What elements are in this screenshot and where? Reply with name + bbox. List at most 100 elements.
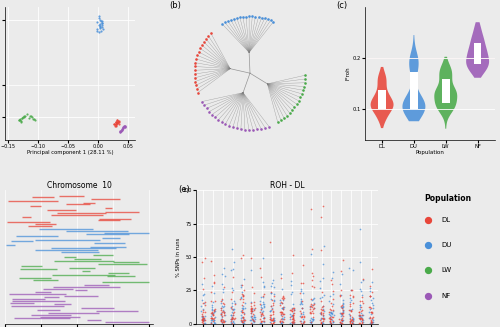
Point	[288, 313, 296, 318]
Point	[118, 127, 126, 132]
Point	[249, 318, 257, 323]
Point	[239, 293, 247, 298]
Point	[356, 302, 364, 307]
Point	[280, 304, 288, 310]
Point	[329, 314, 337, 319]
Point	[250, 315, 258, 320]
Point	[254, 14, 262, 20]
Title: ROH - DL: ROH - DL	[270, 181, 304, 190]
Point	[268, 316, 276, 321]
Point	[266, 290, 274, 295]
Point	[192, 83, 200, 88]
Point	[269, 317, 277, 322]
Point	[210, 320, 218, 326]
Point	[257, 306, 265, 312]
Point	[326, 313, 334, 318]
Point	[230, 316, 238, 321]
Point	[368, 290, 376, 295]
Point	[270, 317, 278, 322]
Point	[286, 308, 294, 313]
Point	[278, 293, 286, 299]
Point	[278, 320, 285, 325]
Point	[358, 307, 366, 312]
Point	[208, 316, 216, 321]
Point	[358, 316, 366, 321]
Point	[368, 319, 376, 324]
Point	[329, 309, 337, 314]
Point	[266, 314, 274, 319]
Point	[238, 314, 246, 319]
Point	[279, 306, 287, 312]
Point	[328, 318, 336, 323]
Point	[217, 311, 225, 316]
Point	[228, 290, 235, 295]
Point	[201, 313, 209, 318]
Point	[237, 295, 245, 300]
Point	[320, 244, 328, 249]
Point	[316, 278, 324, 284]
Point	[217, 300, 225, 305]
Point	[209, 299, 217, 304]
Point	[328, 307, 336, 313]
Point	[238, 310, 246, 315]
Point	[288, 282, 296, 287]
Point	[238, 308, 246, 313]
Point	[218, 315, 226, 320]
Point	[298, 280, 306, 285]
Point	[366, 314, 374, 319]
Point	[306, 306, 314, 312]
Point	[241, 127, 249, 132]
Point	[339, 298, 347, 303]
Point	[198, 317, 206, 322]
Point	[210, 310, 218, 315]
Point	[355, 312, 363, 318]
Point	[308, 308, 316, 313]
Point	[220, 312, 228, 317]
Point	[318, 319, 326, 324]
Point	[261, 125, 269, 130]
Point	[112, 120, 120, 126]
Point	[250, 318, 258, 324]
Point	[239, 14, 247, 20]
Point	[274, 120, 282, 125]
Point	[250, 313, 258, 318]
Point	[248, 309, 256, 314]
Point	[194, 49, 202, 55]
Point	[346, 313, 354, 318]
Point	[208, 306, 216, 311]
Point	[308, 315, 316, 320]
Y-axis label: % SNPs in runs: % SNPs in runs	[176, 237, 181, 277]
Point	[287, 291, 295, 296]
Point	[288, 313, 296, 318]
Point	[97, 19, 105, 24]
Point	[220, 309, 228, 315]
Point	[190, 71, 198, 77]
Point	[114, 118, 122, 124]
Point	[337, 317, 345, 322]
Point	[120, 125, 128, 130]
Point	[306, 305, 314, 310]
Point	[290, 320, 298, 326]
Point	[346, 311, 354, 316]
Point	[115, 121, 123, 126]
Point	[248, 307, 256, 312]
Point	[298, 319, 306, 324]
Point	[118, 128, 126, 133]
Point	[207, 318, 215, 323]
Point	[338, 310, 346, 315]
Point	[442, 91, 450, 96]
Point	[248, 14, 256, 19]
Point	[201, 320, 209, 326]
Point	[268, 318, 276, 324]
Point	[366, 306, 374, 312]
Point	[219, 308, 227, 313]
Point	[316, 306, 324, 312]
Point	[292, 101, 300, 107]
Point	[267, 312, 275, 317]
Point	[210, 319, 218, 325]
Point	[229, 319, 237, 324]
Text: DL: DL	[442, 217, 451, 223]
Point	[258, 312, 266, 317]
Point	[20, 114, 28, 119]
Bar	[410, 72, 418, 109]
